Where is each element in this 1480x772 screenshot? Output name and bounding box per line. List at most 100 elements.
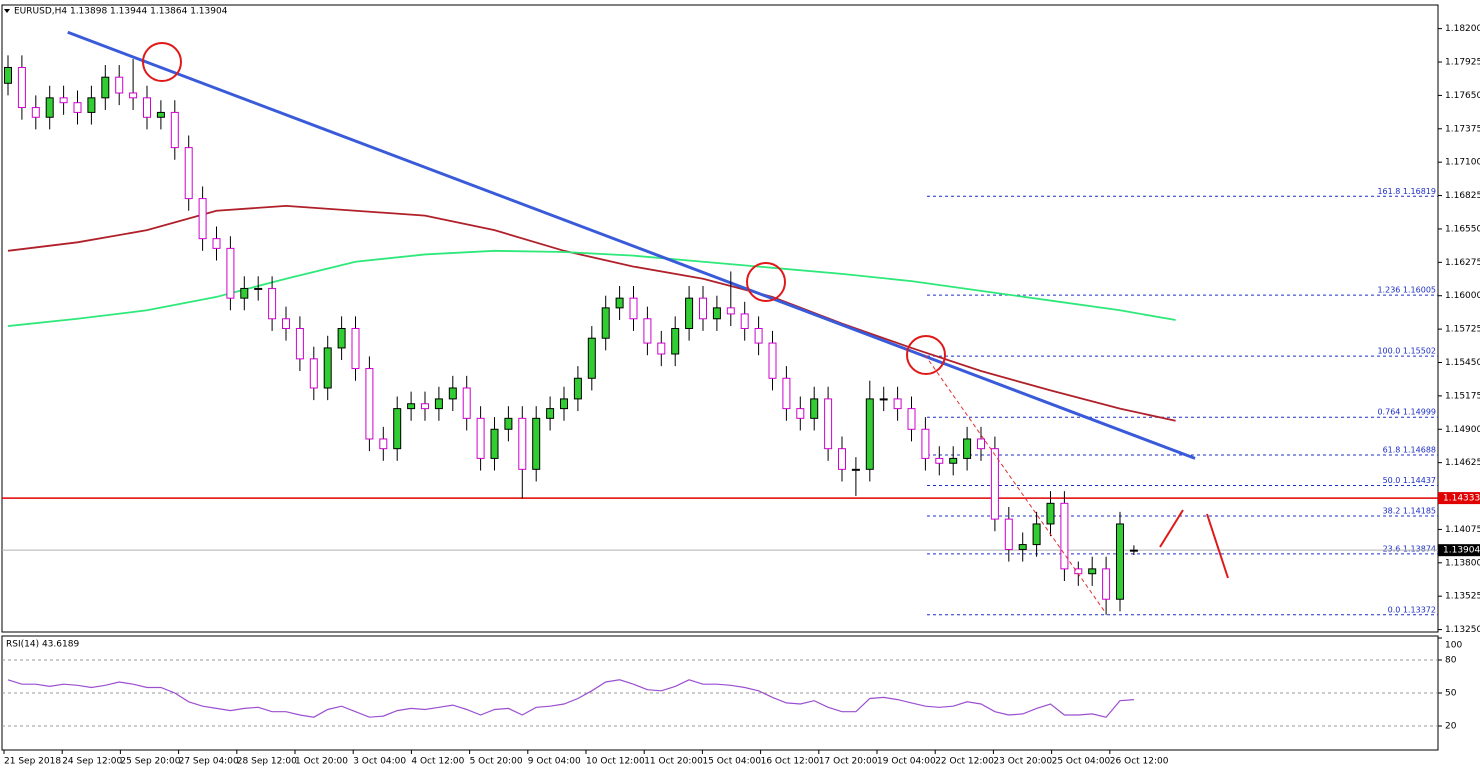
candle-body	[184, 147, 193, 200]
candle-body	[977, 438, 985, 450]
last-price-line-tag	[1438, 544, 1480, 557]
candle-body	[824, 398, 833, 450]
candle-body	[101, 76, 110, 99]
rsi-title: RSI(14) 43.6189	[6, 640, 79, 650]
candle-body	[1129, 549, 1138, 552]
candle-body	[810, 398, 819, 419]
x-tick-label: 25 Oct 04:00	[1052, 757, 1111, 767]
highlight-circle	[142, 42, 182, 82]
arrow-down	[1206, 513, 1229, 579]
fib-label: 0.0 1.13372	[1388, 605, 1436, 614]
y-tick-label: 1.16825	[1445, 191, 1480, 201]
candle-body	[1018, 544, 1027, 550]
x-tick-label: 27 Sep 04:00	[179, 757, 239, 767]
x-tick-label: 9 Oct 04:00	[528, 757, 581, 767]
candle-body	[838, 448, 846, 470]
y-tick-label: 1.16275	[1445, 258, 1480, 268]
x-tick-label: 15 Oct 04:00	[702, 757, 761, 767]
candle-body	[365, 368, 374, 440]
candle-body	[1032, 523, 1041, 546]
y-tick-label: 1.14900	[1445, 425, 1480, 435]
y-tick-label: 1.15725	[1445, 325, 1480, 335]
x-tick-label: 5 Oct 20:00	[470, 757, 523, 767]
rsi-tick-label: 20	[1445, 722, 1457, 732]
candle-body	[601, 307, 610, 339]
candle-body	[768, 342, 777, 379]
candle-body	[587, 337, 596, 379]
candle-body	[573, 377, 582, 400]
candle-body	[796, 408, 805, 419]
candle-body	[476, 417, 485, 459]
highlight-circle	[746, 262, 786, 302]
candle-body	[268, 287, 277, 320]
candle-body	[671, 327, 680, 355]
rsi-line	[7, 679, 1134, 718]
x-tick-label: 10 Oct 12:00	[586, 757, 645, 767]
candle-body	[740, 313, 749, 329]
candle-body	[156, 111, 165, 118]
candle-body	[4, 66, 12, 84]
menu-arrow	[4, 9, 10, 13]
fib-label: 61.8 1.14688	[1383, 445, 1436, 454]
candle-body	[726, 307, 735, 315]
candle-body	[560, 398, 568, 410]
rsi-tick-label: 50	[1445, 689, 1457, 699]
y-tick-label: 1.18200	[1445, 24, 1480, 34]
x-tick-label: 3 Oct 04:00	[353, 757, 406, 767]
candle-body	[893, 398, 902, 410]
candle-body	[504, 417, 513, 430]
candle-body	[532, 417, 541, 470]
candle-body	[212, 238, 221, 249]
rsi-tick-label: 100	[1445, 641, 1462, 651]
candle-body	[629, 297, 638, 320]
arrow-up	[1159, 509, 1184, 548]
candle-body	[490, 428, 499, 459]
candle-body	[643, 318, 652, 344]
x-tick-label: 17 Oct 20:00	[819, 757, 878, 767]
candle-body	[462, 387, 471, 419]
y-tick-label: 1.14075	[1445, 525, 1480, 535]
candle-body	[1046, 502, 1055, 525]
support-line-tag	[1438, 492, 1480, 505]
candle-body	[685, 297, 694, 329]
x-tick-label: 25 Sep 20:00	[120, 757, 180, 767]
candle-body	[87, 97, 96, 113]
candle-body	[865, 398, 874, 470]
fib-label: 0.764 1.14999	[1377, 408, 1436, 417]
candle-body	[699, 297, 707, 320]
candle-body	[17, 66, 26, 109]
y-tick-label: 1.13800	[1445, 558, 1480, 568]
fib-diagonal	[924, 354, 1106, 613]
candle-body	[254, 287, 263, 290]
x-tick-label: 19 Oct 04:00	[877, 757, 936, 767]
x-tick-label: 23 Oct 20:00	[993, 757, 1052, 767]
x-tick-label: 16 Oct 12:00	[761, 757, 820, 767]
candle-body	[754, 327, 763, 344]
x-tick-label: 1 Oct 20:00	[295, 757, 348, 767]
candle-body	[379, 438, 388, 450]
candle-body	[421, 403, 429, 410]
candle-body	[448, 387, 457, 400]
y-tick-label: 1.17375	[1445, 124, 1480, 134]
rsi-tick-label: 80	[1445, 656, 1457, 666]
y-tick-label: 1.14625	[1445, 458, 1480, 468]
fib-label: 100.0 1.15502	[1377, 347, 1436, 356]
candle-body	[1102, 568, 1111, 600]
x-tick-label: 4 Oct 12:00	[411, 757, 464, 767]
candle-body	[1060, 502, 1069, 570]
candle-body	[1004, 518, 1013, 550]
candle-body	[851, 468, 860, 471]
y-tick-label: 1.17925	[1445, 58, 1480, 68]
last-price-line-tag-label: 1.13904	[1443, 546, 1480, 556]
x-tick-label: 24 Sep 12:00	[62, 757, 122, 767]
y-tick-label: 1.16550	[1445, 224, 1480, 234]
y-tick-label: 1.15450	[1445, 358, 1480, 368]
fib-label: 1.236 1.16005	[1377, 286, 1436, 295]
candle-body	[59, 97, 68, 104]
candle-body	[907, 408, 916, 430]
candle-body	[240, 287, 249, 299]
x-tick-label: 11 Oct 20:00	[644, 757, 703, 767]
highlight-circle	[906, 335, 946, 375]
candle-body	[323, 347, 332, 389]
